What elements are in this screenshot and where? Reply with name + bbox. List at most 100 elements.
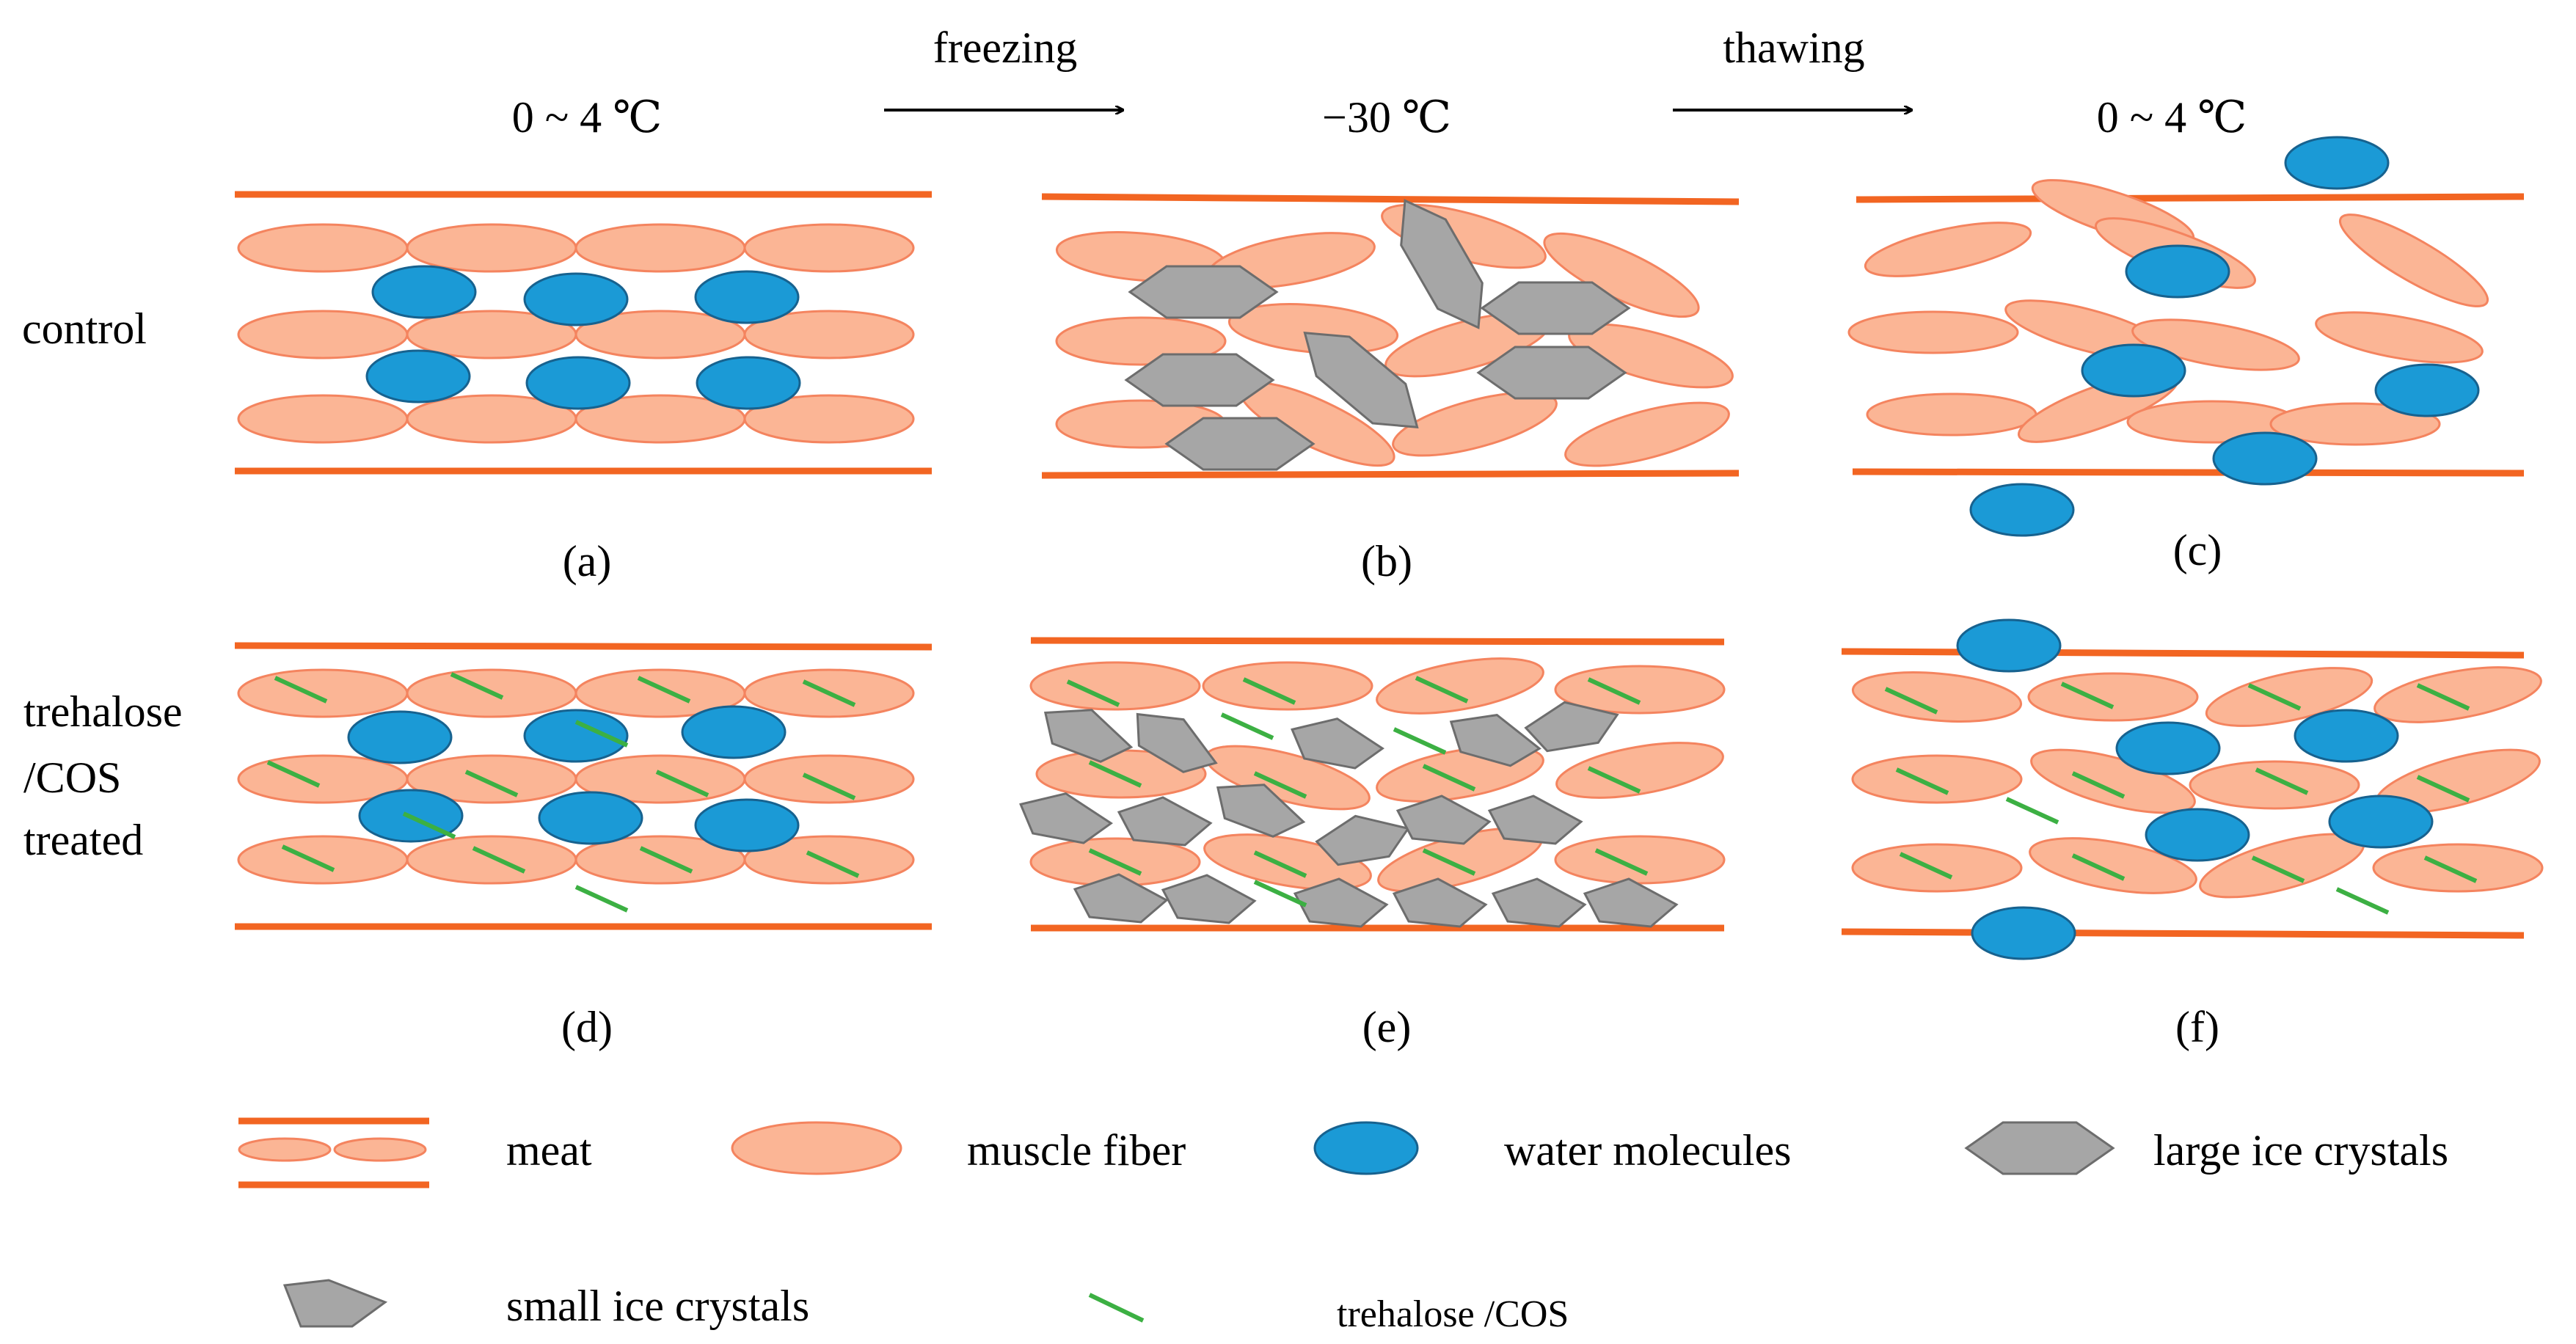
trehalose-cos-mark (1253, 880, 1307, 907)
meat-boundary-line (1856, 193, 2525, 203)
muscle-fiber (2189, 760, 2360, 810)
trehalose-cos-mark (2335, 887, 2390, 915)
water-molecule (2374, 363, 2480, 417)
muscle-fiber (743, 310, 915, 359)
freezing-label: freezing (933, 23, 1078, 72)
small-ice-crystal (1449, 714, 1541, 767)
trehalose-cos-mark (402, 811, 456, 839)
trehalose-cos-mark (2071, 771, 2126, 799)
trehalose-cos-mark (1393, 727, 1447, 755)
meat-boundary-line (234, 642, 933, 651)
panel-label-b: (b) (1361, 537, 1412, 585)
legend-small-ice-symbol (282, 1279, 388, 1328)
small-ice-crystal (1161, 874, 1257, 924)
water-molecule (2145, 808, 2250, 862)
muscle-fibers (237, 179, 2544, 899)
trehalose-cos-mark (2416, 775, 2470, 803)
water-molecule (1971, 906, 2076, 960)
water-molecule (371, 265, 477, 319)
meat-boundary-line (1852, 468, 2525, 477)
trehalose-cos-mark (450, 672, 504, 700)
water-molecule (2212, 431, 2318, 486)
muscle-fiber (2338, 213, 2489, 307)
water-molecule (696, 356, 801, 410)
water-molecule (347, 710, 453, 764)
panel-label-f: (f) (2175, 1003, 2219, 1051)
meat-boundary-line (1841, 928, 2525, 939)
thawing-label: thawing (1723, 23, 1864, 72)
muscle-fiber (2315, 311, 2484, 364)
temp-label-a: 0 ~ 4 ℃ (512, 93, 663, 142)
small-ice-crystal (1293, 877, 1389, 928)
trehalose-cos-mark (2247, 683, 2302, 711)
legend-water-molecule-symbol (1313, 1121, 1419, 1175)
trehalose-cos-mark (806, 850, 860, 878)
meat-boundary-line (1841, 648, 2525, 659)
trehalose-cos-mark (802, 773, 856, 800)
trehalose-cos-mark (1253, 850, 1307, 878)
water-molecule (538, 791, 643, 845)
water-molecule (694, 270, 800, 324)
water-molecule (2294, 709, 2399, 763)
small-ice-crystal (1524, 701, 1619, 753)
trehalose-cos-mark (1088, 848, 1142, 876)
small-ice-crystal (1392, 877, 1488, 928)
trehalose-cos-mark (1895, 767, 1949, 795)
trehalose-cos-mark (464, 770, 519, 797)
trehalose-cos-mark (1587, 766, 1641, 794)
trehalose-cos-mark (281, 844, 335, 872)
large-ice-crystal (1480, 281, 1631, 335)
water-molecule (2115, 721, 2221, 775)
water-molecule (365, 349, 471, 403)
trehalose-cos-mark (2005, 797, 2059, 825)
trehalose-cos-mark (1066, 679, 1120, 707)
meat-boundary-line (1041, 193, 1740, 205)
large-ice-crystal (1128, 265, 1279, 319)
muscle-fiber (406, 835, 577, 885)
muscle-fiber (237, 223, 409, 273)
water-molecule (2284, 136, 2390, 190)
muscle-fiber (237, 394, 409, 444)
trehalose-cos-mark (1884, 687, 1938, 715)
small-ice-crystal (1136, 712, 1218, 773)
trehalose-cos-mark (639, 846, 693, 874)
muscle-fiber (2372, 843, 2544, 893)
ice-crystals (1019, 199, 1679, 928)
trehalose-cos-mark (2060, 682, 2115, 709)
trehalose-cos-mark (574, 720, 629, 748)
trehalose-cos-mark (1422, 848, 1476, 876)
water-molecule (2081, 343, 2186, 398)
small-ice-crystal (1315, 814, 1410, 866)
muscle-fiber (1564, 401, 1730, 467)
panel-label-e: (e) (1362, 1003, 1412, 1051)
small-ice-crystal (1583, 877, 1679, 928)
small-ice-crystal (1487, 795, 1583, 845)
small-ice-crystal (1073, 873, 1169, 924)
trehalose-cos-mark (2423, 855, 2478, 883)
trehalose-cos-mark (1088, 760, 1142, 788)
trehalose-cos-mark (1422, 764, 1476, 792)
temp-label-b: −30 ℃ (1322, 93, 1451, 142)
muscle-fiber (1864, 222, 2032, 277)
small-ice-crystal (1216, 784, 1306, 838)
legend: meat muscle fiber water molecules large … (238, 1117, 2448, 1335)
meat-boundary-lines (234, 191, 2525, 939)
muscle-fiber (2027, 672, 2199, 722)
trehalose-cos-mark (472, 846, 526, 874)
muscle-fiber (1202, 661, 1373, 711)
small-ice-crystal (1043, 709, 1134, 763)
muscle-fiber (2269, 402, 2441, 446)
legend-meat-label: meat (506, 1126, 592, 1175)
legend-meat-symbol (238, 1117, 429, 1188)
small-ice-crystal (1019, 792, 1113, 844)
temp-label-c: 0 ~ 4 ℃ (2097, 93, 2247, 142)
water-molecule (523, 709, 629, 763)
water-molecule (1969, 483, 2075, 537)
water-molecule (525, 356, 631, 410)
trehalose-cos-mark (2071, 853, 2126, 881)
muscle-fiber (1029, 661, 1201, 711)
muscle-fiber (1866, 392, 2037, 437)
water-molecule (681, 705, 787, 759)
muscle-fiber (1554, 835, 1726, 885)
muscle-fiber (743, 394, 915, 444)
